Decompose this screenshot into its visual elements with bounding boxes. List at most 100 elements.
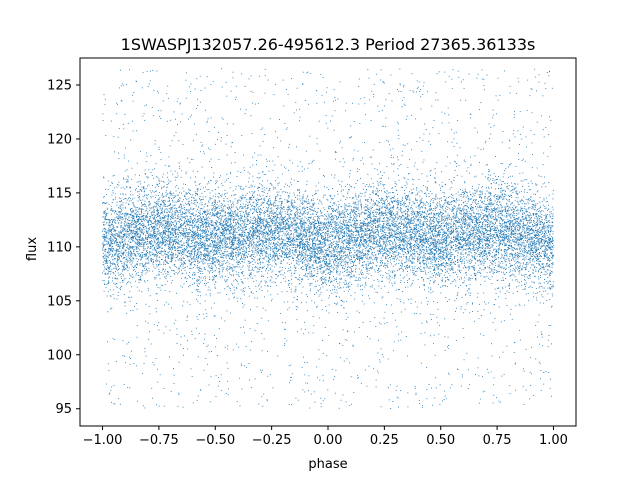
data-point <box>225 262 227 264</box>
data-point <box>406 223 408 224</box>
data-point <box>179 206 181 208</box>
data-point <box>440 237 442 239</box>
data-point <box>520 247 521 249</box>
data-point <box>359 250 361 252</box>
data-point <box>465 190 467 192</box>
data-point <box>110 246 112 248</box>
data-point <box>486 224 488 226</box>
data-point <box>493 230 495 231</box>
data-point <box>389 224 390 226</box>
data-point <box>424 252 426 254</box>
data-point <box>426 241 427 242</box>
data-point <box>389 211 391 213</box>
data-point <box>165 273 167 275</box>
data-point <box>495 299 497 300</box>
data-point <box>501 231 503 233</box>
data-point <box>502 238 504 240</box>
data-point <box>240 200 242 202</box>
data-point <box>343 282 345 284</box>
data-point <box>137 195 139 196</box>
data-point <box>527 278 529 279</box>
data-point <box>115 264 116 266</box>
data-point <box>326 216 328 217</box>
data-point <box>449 196 451 198</box>
data-point <box>372 262 374 264</box>
data-point <box>396 213 398 215</box>
data-point <box>297 261 299 263</box>
data-point <box>494 254 495 256</box>
data-point <box>131 273 133 275</box>
data-point <box>305 241 307 243</box>
data-point <box>551 266 553 268</box>
data-point <box>472 209 474 211</box>
data-point <box>471 243 473 245</box>
data-point <box>321 264 323 266</box>
data-point <box>293 235 294 237</box>
data-point <box>219 244 221 246</box>
data-point <box>537 223 539 225</box>
data-point <box>392 225 394 227</box>
data-point <box>158 230 160 232</box>
data-point <box>417 213 419 215</box>
data-point <box>237 260 239 262</box>
data-point <box>428 238 430 240</box>
data-point <box>282 173 284 175</box>
data-point <box>467 224 468 226</box>
data-point <box>185 212 187 214</box>
data-point <box>345 209 347 211</box>
data-point <box>237 237 239 239</box>
data-point <box>336 228 338 230</box>
data-point <box>404 282 406 283</box>
data-point <box>333 259 335 261</box>
data-point <box>314 228 315 230</box>
data-point <box>428 287 430 289</box>
data-point <box>154 229 155 231</box>
data-point <box>488 226 490 228</box>
data-point <box>312 257 314 259</box>
data-point <box>490 194 492 196</box>
data-point <box>429 221 431 223</box>
data-point <box>411 239 413 241</box>
data-point <box>282 222 284 224</box>
data-point <box>405 199 407 201</box>
data-point <box>452 269 454 271</box>
data-point <box>261 231 263 233</box>
data-point <box>269 198 271 199</box>
data-point <box>432 245 434 247</box>
data-point <box>307 262 309 264</box>
data-point <box>183 224 184 226</box>
data-point <box>352 244 354 246</box>
data-point <box>291 278 292 280</box>
data-point <box>155 203 157 205</box>
data-point <box>327 228 329 230</box>
data-point <box>489 192 491 194</box>
data-point <box>447 254 448 256</box>
data-point <box>114 241 116 243</box>
data-point <box>520 235 522 236</box>
data-point <box>354 227 356 229</box>
data-point <box>515 229 517 231</box>
data-point <box>115 238 117 240</box>
data-point <box>283 248 285 250</box>
data-point <box>181 225 183 227</box>
data-point <box>300 240 301 242</box>
data-point <box>207 270 209 272</box>
data-point <box>547 282 549 284</box>
data-point <box>132 216 134 218</box>
data-point <box>156 184 158 186</box>
data-point <box>213 172 215 174</box>
data-point <box>548 204 549 206</box>
data-point <box>215 287 217 289</box>
data-point <box>207 227 209 229</box>
data-point <box>143 186 145 188</box>
data-point <box>151 236 153 237</box>
data-point <box>170 224 172 225</box>
data-point <box>258 270 260 272</box>
data-point <box>539 282 541 284</box>
data-point <box>413 179 415 181</box>
data-point <box>386 196 388 198</box>
data-point <box>358 277 360 279</box>
data-point <box>434 228 436 230</box>
data-point <box>330 224 332 226</box>
data-point <box>387 258 389 260</box>
